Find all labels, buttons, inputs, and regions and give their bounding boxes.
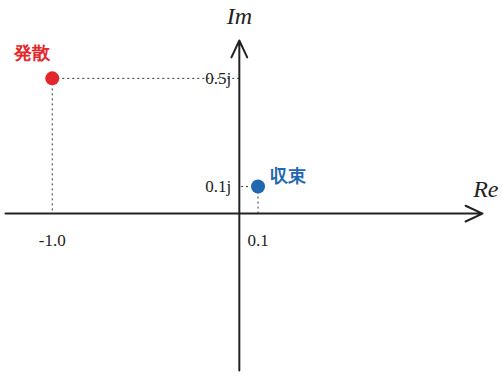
svg-text:0.5j: 0.5j (205, 69, 231, 88)
svg-text:0.1: 0.1 (247, 231, 268, 250)
svg-text:Re: Re (472, 176, 499, 202)
svg-text:-1.0: -1.0 (39, 231, 66, 250)
svg-text:0.1j: 0.1j (205, 177, 231, 196)
svg-text:Im: Im (226, 3, 252, 29)
svg-text:発散: 発散 (13, 43, 51, 63)
svg-text:収束: 収束 (270, 166, 306, 186)
